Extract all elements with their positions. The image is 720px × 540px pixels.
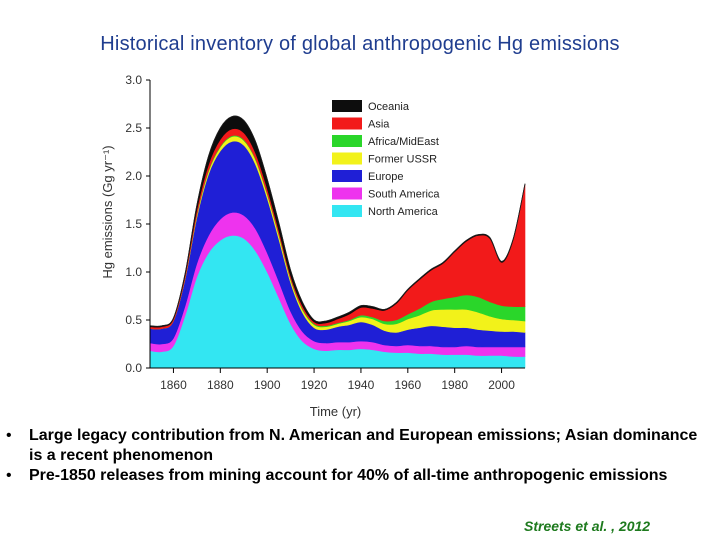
legend-swatch-asia	[332, 117, 362, 130]
total-outline	[149, 115, 526, 327]
legend-swatch-europe	[332, 170, 362, 182]
y-axis-label: Hg emissions (Gg yr⁻¹)	[100, 145, 115, 278]
y-tick-label: 2.5	[125, 121, 142, 135]
legend-swatch-oceania	[332, 100, 362, 112]
x-axis-label: Time (yr)	[310, 404, 362, 419]
x-tick-label: 1860	[160, 378, 187, 392]
bullet-item-1: • Large legacy contribution from N. Amer…	[6, 426, 706, 466]
legend-label-oceania: Oceania	[368, 101, 410, 113]
legend-label-north-america: North America	[368, 206, 439, 218]
x-tick-label: 1980	[441, 378, 468, 392]
bullet-symbol: •	[6, 427, 12, 444]
x-tick-label: 1880	[207, 378, 234, 392]
y-tick-label: 3.0	[125, 73, 142, 87]
x-tick-label: 1940	[348, 378, 375, 392]
x-tick-label: 1920	[301, 378, 328, 392]
x-tick-label: 1960	[394, 378, 421, 392]
legend-label-former-ussr: Former USSR	[368, 154, 437, 166]
legend-label-asia: Asia	[368, 119, 390, 131]
bullet-text-2: Pre-1850 releases from mining account fo…	[29, 467, 668, 484]
bullet-symbol: •	[6, 467, 12, 484]
citation: Streets et al. , 2012	[524, 518, 651, 534]
legend-swatch-south-america	[332, 187, 362, 200]
legend-label-africa-mid-east: Africa/MidEast	[368, 136, 439, 148]
bullet-text-1: Large legacy contribution from N. Americ…	[29, 427, 698, 464]
y-tick-label: 1.5	[125, 217, 142, 231]
legend-swatch-africa-mid-east	[332, 135, 362, 147]
x-tick-label: 2000	[488, 378, 515, 392]
bullet-item-2: • Pre-1850 releases from mining account f…	[6, 466, 706, 486]
y-tick-label: 0.5	[125, 313, 142, 327]
x-tick-label: 1900	[254, 378, 281, 392]
legend-swatch-former-ussr	[332, 152, 362, 165]
legend-label-europe: Europe	[368, 171, 403, 183]
y-tick-label: 2.0	[125, 169, 142, 183]
slide-title: Historical inventory of global anthropog…	[100, 33, 620, 55]
legend-label-south-america: South America	[368, 189, 440, 201]
y-tick-label: 1.0	[125, 265, 142, 279]
y-tick-label: 0.0	[125, 361, 142, 375]
bullet-list: • Large legacy contribution from N. Amer…	[6, 426, 706, 486]
legend-swatch-north-america	[332, 205, 362, 217]
